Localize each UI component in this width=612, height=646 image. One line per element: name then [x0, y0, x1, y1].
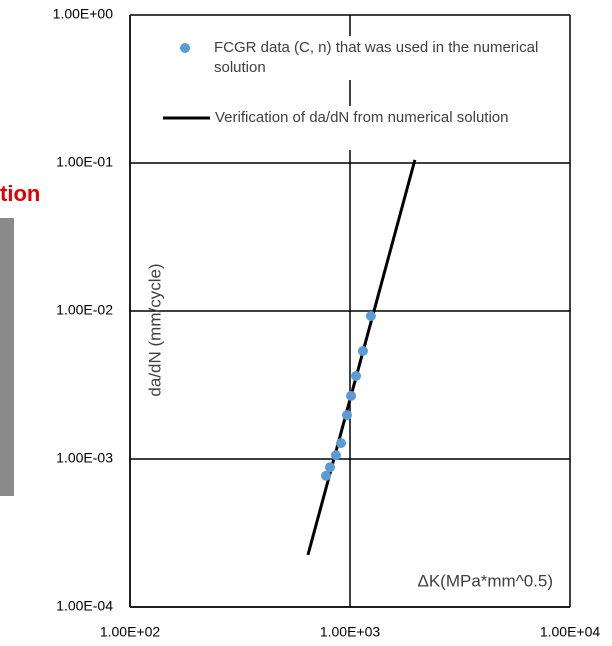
y-axis-label: da/dN (mm/cycle) [145, 263, 164, 396]
y-tick-label: 1.00E-01 [56, 154, 113, 170]
data-point [330, 450, 341, 461]
x-axis-label: ΔK(MPa*mm^0.5) [417, 571, 553, 590]
x-tick-label: 1.00E+04 [540, 624, 601, 640]
legend-marker [180, 43, 190, 53]
data-point [357, 345, 368, 356]
legend-label: FCGR data (C, n) that was used in the nu… [214, 39, 539, 76]
image-fragment [0, 218, 14, 496]
legend-bg [204, 106, 549, 150]
data-point [341, 410, 352, 421]
y-tick-label: 1.00E-03 [56, 450, 113, 466]
x-tick-label: 1.00E+02 [100, 624, 161, 640]
data-point [321, 470, 332, 481]
y-tick-label: 1.00E+00 [53, 6, 114, 22]
legend-label: Verification of da/dN from numerical sol… [215, 109, 509, 126]
x-tick-label: 1.00E+03 [320, 624, 381, 640]
data-point [351, 370, 362, 381]
y-tick-label: 1.00E-04 [56, 598, 113, 614]
background-text: tion [0, 181, 40, 206]
data-point [324, 462, 335, 473]
data-point [335, 438, 346, 449]
data-point [346, 390, 357, 401]
y-tick-label: 1.00E-02 [56, 302, 113, 318]
data-line [306, 159, 417, 556]
data-point [365, 311, 376, 322]
legend-bg [204, 36, 549, 80]
